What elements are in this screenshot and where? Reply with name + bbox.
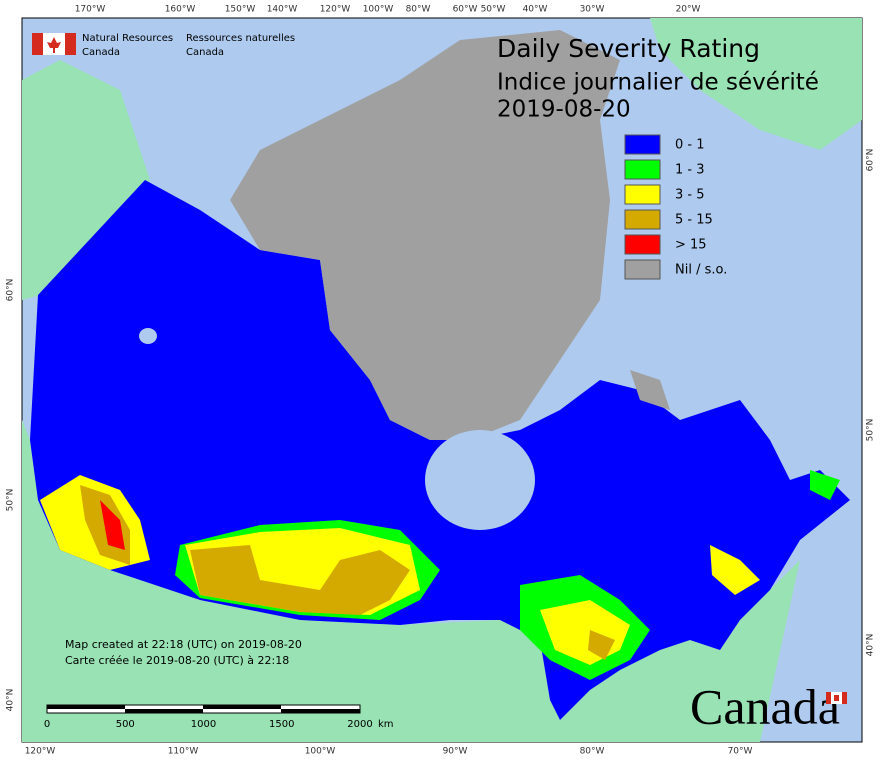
greenland [650,18,862,150]
longitude-label: 50°W [481,5,506,15]
longitude-label: 100°W [305,747,336,757]
logo-text: Canada [186,47,224,58]
longitude-label: 120°W [320,5,351,15]
longitude-label: 80°W [580,747,605,757]
legend-swatch [624,134,661,155]
legend-label: 5 - 15 [675,213,713,228]
longitude-label: 160°W [165,5,196,15]
longitude-label: 120°W [25,747,56,757]
scale-label: 2000 [347,719,372,730]
scale-unit: km [378,719,394,730]
legend-label: > 15 [675,238,707,253]
lake [139,328,157,344]
latitude-label: 40°N [6,689,16,712]
longitude-label: 90°W [443,747,468,757]
scale-label: 500 [116,719,135,730]
no-data-region [230,30,620,440]
longitude-label: 100°W [363,5,394,15]
title: Daily Severity Rating [497,34,760,63]
legend-swatch [624,159,661,180]
rating-patch [810,470,840,500]
map-frame [21,17,863,743]
longitude-label: 150°W [225,5,256,15]
longitude-label: 20°W [676,5,701,15]
land [22,420,800,742]
legend-swatch [624,209,661,230]
scale-bar [46,704,361,714]
longitude-label: 80°W [406,5,431,15]
logo-text: Ressources naturelles [186,33,295,44]
land [22,60,150,300]
note: Carte créée le 2019-08-20 (UTC) à 22:18 [65,654,289,667]
longitude-label: 60°W [453,5,478,15]
latitude-label: 40°N [866,634,876,657]
scale-label: 1000 [191,719,216,730]
rating-patch [100,500,125,550]
legend-label: 3 - 5 [675,188,705,203]
scale-label: 0 [44,719,50,730]
legend-swatch [624,234,661,255]
latitude-label: 60°N [6,279,16,302]
longitude-label: 70°W [728,747,753,757]
longitude-label: 140°W [267,5,298,15]
title: Indice journalier de sévérité [497,70,819,96]
title: 2019-08-20 [497,97,631,123]
no-data-region [630,370,670,410]
longitude-label: 170°W [75,5,106,15]
hudson-bay [425,430,535,530]
wordmark-flag [826,692,847,704]
legend-label: Nil / s.o. [675,263,727,278]
wordmark: Canada [690,678,840,734]
latitude-label: 60°N [866,149,876,172]
logo-text: Canada [82,47,120,58]
legend-swatch [624,259,661,280]
scale-label: 1500 [269,719,294,730]
legend-swatch [624,184,661,205]
latitude-label: 50°N [866,419,876,442]
note: Map created at 22:18 (UTC) on 2019-08-20 [65,638,302,651]
longitude-label: 40°W [523,5,548,15]
rating-patch [588,630,615,660]
logo-flag [32,33,76,55]
longitude-label: 110°W [168,747,199,757]
rating-patch [190,545,410,615]
logo-text: Natural Resources [82,33,173,44]
longitude-label: 30°W [580,5,605,15]
latitude-label: 50°N [6,489,16,512]
legend-label: 1 - 3 [675,163,705,178]
rating-patch [710,545,760,595]
legend-label: 0 - 1 [675,138,705,153]
